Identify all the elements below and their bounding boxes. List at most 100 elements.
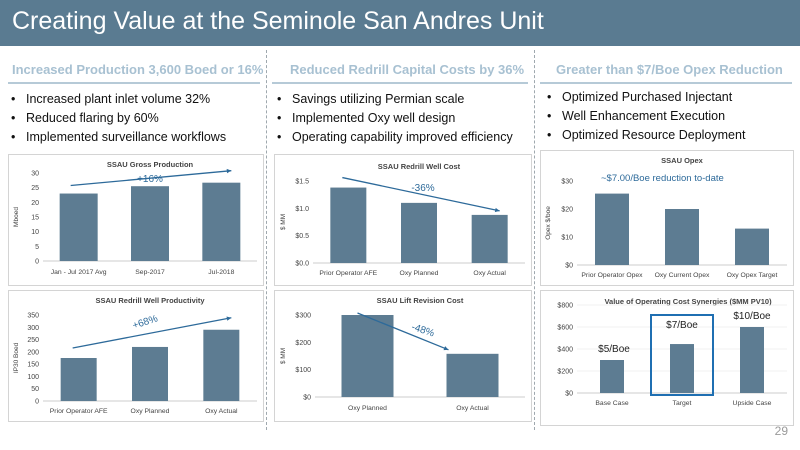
bullet-item: Well Enhancement Execution [544, 107, 745, 126]
y-tick-label: $300 [295, 313, 311, 320]
bullet-item: Reduced flaring by 60% [8, 109, 226, 128]
title-bar: Creating Value at the Seminole San Andre… [0, 0, 800, 46]
trend-arrow [342, 176, 500, 212]
bar [203, 329, 240, 401]
y-tick-label: 300 [27, 325, 39, 332]
y-tick-label: $200 [557, 369, 573, 376]
data-label: $7/Boe [666, 320, 698, 331]
chart-title: SSAU Redrill Well Cost [378, 162, 461, 171]
y-axis-label: $ MM [280, 214, 287, 230]
bullet-item: Operating capability improved efficiency [274, 128, 513, 147]
y-tick-label: $400 [557, 347, 573, 354]
y-tick-label: 200 [27, 349, 39, 356]
bar [60, 358, 97, 401]
y-axis-label: Mboed [13, 207, 20, 227]
bar [202, 182, 241, 261]
y-tick-label: $1.5 [295, 179, 309, 186]
y-tick-label: $10 [561, 235, 573, 242]
bar [132, 346, 168, 401]
y-tick-label: 25 [31, 185, 39, 192]
x-tick-label: Oxy Actual [205, 408, 238, 415]
bar [740, 327, 764, 393]
x-tick-label: Prior Operator AFE [50, 408, 108, 415]
gross-production-chart: SSAU Gross Production 0 5 10 15 20 25 30 Mboed Ja… [8, 154, 264, 286]
chart-title: SSAU Lift Revision Cost [377, 296, 464, 305]
redrill-productivity-chart: SSAU Redrill Well Productivity 0 50 100 150 2… [8, 290, 264, 422]
lift-revision-cost-chart: SSAU Lift Revision Cost $0 $100 $200 $300 $ M… [274, 290, 532, 422]
bullet-list-production: Increased plant inlet volume 32% Reduced… [8, 90, 226, 147]
x-tick-label: Prior Operator AFE [319, 270, 377, 277]
bar [131, 186, 169, 261]
trend-arrowhead [443, 346, 449, 351]
x-tick-label: Prior Operator Opex [581, 272, 643, 279]
column-divider [534, 50, 535, 430]
y-tick-label: 30 [31, 171, 39, 178]
y-axis-label: IP30 Boed [13, 342, 20, 373]
x-tick-label: Upside Case [733, 400, 772, 407]
column-header-opex: Greater than $7/Boe Opex Reduction [556, 62, 783, 77]
x-tick-label: Jan - Jul 2017 Avg [51, 269, 107, 276]
x-tick-label: Oxy Planned [400, 270, 439, 277]
target-highlight-box [650, 314, 714, 396]
bar [665, 209, 699, 265]
column-header-redrill: Reduced Redrill Capital Costs by 36% [290, 62, 525, 77]
column-rule-opex [540, 82, 792, 84]
data-label: $10/Boe [733, 311, 771, 322]
y-tick-label: $100 [295, 367, 311, 374]
y-tick-label: 10 [31, 229, 39, 236]
bar [670, 344, 694, 393]
x-tick-label: Oxy Current Opex [655, 272, 710, 279]
bullet-item: Optimized Resource Deployment [544, 126, 745, 145]
trend-arrow [70, 170, 232, 187]
trend-annotation: +16% [137, 174, 163, 185]
trend-arrowhead [494, 207, 500, 213]
bar [330, 187, 367, 263]
y-tick-label: 350 [27, 313, 39, 320]
x-tick-label: Jul-2018 [208, 269, 234, 276]
y-tick-label: 15 [31, 215, 39, 222]
bar [59, 193, 98, 261]
trend-arrowhead [226, 316, 232, 321]
chart-title: SSAU Opex [661, 156, 704, 165]
bullet-item: Savings utilizing Permian scale [274, 90, 513, 109]
bar [341, 315, 394, 397]
column-rule-production [8, 82, 260, 84]
y-tick-label: 20 [31, 200, 39, 207]
x-tick-label: Oxy Planned [348, 405, 387, 412]
x-tick-label: Sep-2017 [135, 269, 165, 276]
y-axis-label: Opex $/boe [545, 206, 552, 240]
y-tick-label: 5 [35, 244, 39, 251]
y-tick-label: 50 [31, 386, 39, 393]
column-rule-redrill [272, 82, 528, 84]
page-title: Creating Value at the Seminole San Andre… [12, 7, 544, 35]
data-label: $5/Boe [598, 344, 630, 355]
column-divider [266, 50, 267, 430]
opex-chart: SSAU Opex $0 $10 $20 $30 Opex $/boe Prior Oper… [540, 150, 794, 286]
x-tick-label: Oxy Opex Target [727, 272, 778, 279]
y-tick-label: $0 [303, 395, 311, 402]
y-axis-label: $ MM [280, 348, 287, 364]
y-tick-label: $0 [565, 391, 573, 398]
bar [735, 228, 769, 265]
bullet-list-opex: Optimized Purchased Injectant Well Enhan… [544, 88, 745, 145]
x-tick-label: Target [673, 400, 692, 407]
bar [471, 214, 508, 263]
x-tick-label: Base Case [595, 400, 628, 407]
trend-arrow [357, 312, 449, 351]
y-tick-label: $0.5 [295, 233, 309, 240]
trend-annotation: -48% [410, 322, 436, 340]
y-tick-label: $0 [565, 263, 573, 270]
bullet-list-redrill: Savings utilizing Permian scale Implemen… [274, 90, 513, 147]
opex-synergies-chart: Value of Operating Cost Synergies ($MM P… [540, 290, 794, 426]
y-tick-label: 0 [35, 259, 39, 266]
trend-arrow [72, 317, 232, 349]
redrill-well-cost-chart: SSAU Redrill Well Cost $0.0 $0.5 $1.0 $1.5 $ … [274, 154, 532, 286]
bullet-item: Implemented surveillance workflows [8, 128, 226, 147]
bullet-item: Optimized Purchased Injectant [544, 88, 745, 107]
x-tick-label: Oxy Planned [131, 408, 170, 415]
chart-title: Value of Operating Cost Synergies ($MM P… [604, 297, 772, 306]
chart-title: SSAU Gross Production [107, 160, 194, 169]
page-number: 29 [774, 424, 788, 438]
y-tick-label: $200 [295, 340, 311, 347]
y-tick-label: 100 [27, 374, 39, 381]
